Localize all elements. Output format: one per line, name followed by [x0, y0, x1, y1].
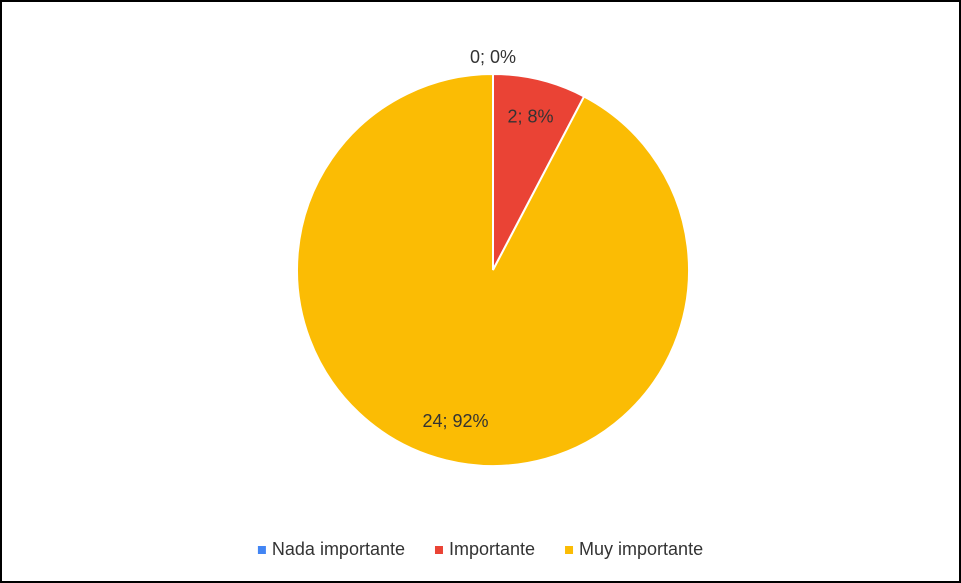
- legend-label: Muy importante: [579, 539, 703, 559]
- data-label: 24; 92%: [422, 411, 488, 431]
- data-label: 0; 0%: [470, 47, 516, 67]
- legend-swatch: [434, 546, 443, 554]
- legend-swatch: [257, 546, 266, 554]
- legend-label: Importante: [449, 539, 535, 559]
- legend-swatch: [565, 546, 574, 554]
- data-label: 2; 8%: [508, 107, 554, 127]
- pie-slice: [296, 72, 690, 467]
- pie-slice: [492, 72, 586, 271]
- legend-label: Nada importante: [272, 539, 405, 559]
